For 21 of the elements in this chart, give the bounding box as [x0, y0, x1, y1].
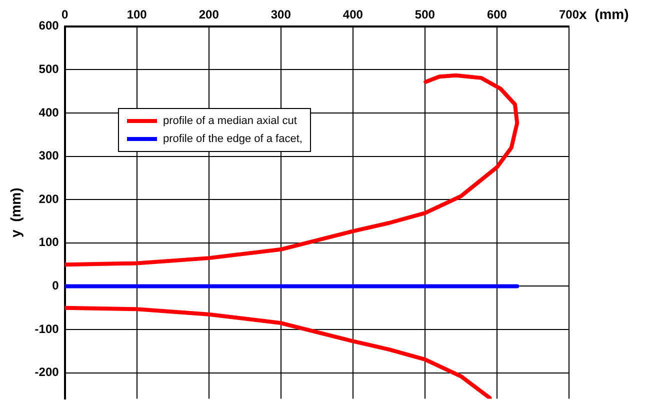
x-tick-label: 300: [270, 8, 292, 22]
y-tick-label: 0: [52, 278, 60, 293]
y-tick-label: -100: [34, 322, 60, 336]
y-axis-title: y (mm): [7, 188, 24, 238]
y-tick-label: 600: [38, 18, 60, 33]
x-tick-label: 400: [342, 8, 364, 22]
x-tick-label: 200: [198, 8, 220, 22]
y-tick-label: 200: [38, 192, 60, 206]
legend-label: profile of the edge of a facet,: [163, 133, 302, 145]
legend-label: profile of a median axial cut: [163, 115, 297, 127]
x-tick-label: 700: [558, 8, 580, 22]
y-tick-label: 500: [38, 62, 60, 76]
x-tick-label: 0: [61, 8, 68, 22]
y-tick-label: -200: [34, 365, 60, 380]
x-tick-label: 600: [486, 8, 508, 22]
x-tick-label: 100: [126, 8, 148, 22]
y-tick-label: 100: [38, 235, 60, 250]
y-tick-label: 300: [38, 148, 60, 163]
y-tick-label: 400: [38, 105, 60, 120]
x-axis-title: x (mm): [579, 6, 629, 22]
x-tick-label: 500: [414, 8, 436, 22]
